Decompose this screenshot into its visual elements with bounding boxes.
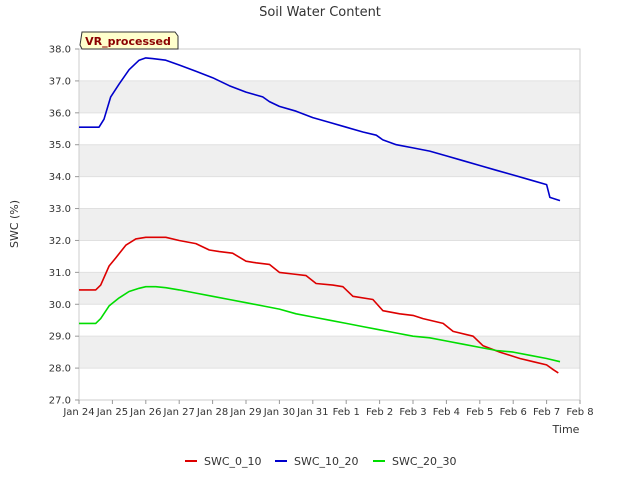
y-tick-label: 37.0: [49, 76, 71, 87]
y-tick-label: 35.0: [49, 140, 71, 151]
grid-band: [79, 272, 580, 305]
plot-frame: [78, 48, 581, 401]
x-tick-label: Jan 27: [163, 407, 195, 418]
legend-label: SWC_20_30: [392, 455, 457, 468]
x-tick-label: Jan 28: [196, 407, 228, 418]
x-axis-label: Time: [552, 423, 580, 436]
legend-label: SWC_10_20: [294, 455, 359, 468]
x-tick-label: Feb 3: [399, 407, 426, 418]
x-tick-label: Feb 7: [533, 407, 560, 418]
series-line-swc-20-30: [79, 285, 561, 363]
series-line-swc-10-20: [79, 57, 561, 202]
x-tick-label: Jan 29: [229, 407, 261, 418]
series-line-swc-0-10: [79, 236, 559, 374]
x-tick-label: Jan 26: [129, 407, 161, 418]
x-axis-ticks: Jan 24 Jan 25 Jan 26 Jan 27 Jan 28 Jan 29 Jan …: [62, 400, 594, 418]
chart-title: Soil Water Content: [259, 5, 381, 20]
x-tick-label: Feb 8: [566, 407, 593, 418]
x-tick-label: Feb 2: [366, 407, 393, 418]
grid-band: [79, 336, 580, 369]
y-tick-label: 38.0: [49, 45, 71, 56]
x-tick-label: Feb 6: [500, 407, 527, 418]
y-tick-label: 31.0: [49, 268, 71, 279]
legend-label: SWC_0_10: [204, 455, 262, 468]
vr-processed-badge: VR_processed: [79, 31, 179, 50]
y-tick-label: 29.0: [49, 332, 71, 343]
x-tick-label: Jan 31: [296, 407, 328, 418]
plot-bands: [79, 48, 580, 401]
grid-band: [79, 144, 580, 177]
y-tick-label: 27.0: [49, 396, 71, 407]
grid-band: [79, 80, 580, 113]
x-tick-label: Jan 24: [62, 407, 94, 418]
badge-box: [79, 31, 179, 50]
badge-text: VR_processed: [85, 35, 171, 48]
y-axis-label: SWC (%): [8, 200, 21, 248]
legend: SWC_0_10 SWC_10_20 SWC_20_30: [185, 455, 457, 468]
y-tick-label: 32.0: [49, 236, 71, 247]
x-tick-label: Feb 1: [333, 407, 360, 418]
y-tick-label: 34.0: [49, 172, 71, 183]
x-tick-label: Jan 25: [96, 407, 128, 418]
x-tick-label: Feb 4: [433, 407, 460, 418]
series-lines: [79, 57, 561, 374]
y-tick-label: 36.0: [49, 108, 71, 119]
y-tick-label: 28.0: [49, 364, 71, 375]
y-axis-ticks: 27.0 28.0 29.0 30.0 31.0 32.0 33.0 34.0 35.0 36.0…: [49, 45, 79, 407]
grid-band: [79, 208, 580, 241]
x-tick-label: Jan 30: [263, 407, 295, 418]
y-tick-label: 33.0: [49, 204, 71, 215]
y-tick-label: 30.0: [49, 300, 71, 311]
x-tick-label: Feb 5: [466, 407, 493, 418]
